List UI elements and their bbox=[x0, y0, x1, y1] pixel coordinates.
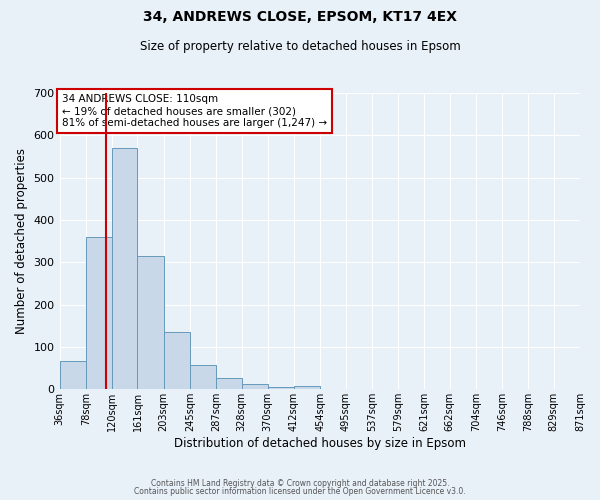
Bar bbox=[242, 384, 268, 390]
X-axis label: Distribution of detached houses by size in Epsom: Distribution of detached houses by size … bbox=[174, 437, 466, 450]
Bar bbox=[59, 361, 86, 390]
Text: 34, ANDREWS CLOSE, EPSOM, KT17 4EX: 34, ANDREWS CLOSE, EPSOM, KT17 4EX bbox=[143, 10, 457, 24]
Text: Contains public sector information licensed under the Open Government Licence v3: Contains public sector information licen… bbox=[134, 488, 466, 496]
Bar bbox=[112, 148, 137, 390]
Bar bbox=[137, 256, 164, 390]
Text: 34 ANDREWS CLOSE: 110sqm
← 19% of detached houses are smaller (302)
81% of semi-: 34 ANDREWS CLOSE: 110sqm ← 19% of detach… bbox=[62, 94, 327, 128]
Y-axis label: Number of detached properties: Number of detached properties bbox=[15, 148, 28, 334]
Bar bbox=[164, 332, 190, 390]
Bar bbox=[216, 378, 242, 390]
Bar bbox=[86, 237, 112, 390]
Text: Contains HM Land Registry data © Crown copyright and database right 2025.: Contains HM Land Registry data © Crown c… bbox=[151, 478, 449, 488]
Bar bbox=[190, 365, 216, 390]
Text: Size of property relative to detached houses in Epsom: Size of property relative to detached ho… bbox=[140, 40, 460, 53]
Bar bbox=[268, 387, 294, 390]
Bar bbox=[294, 386, 320, 390]
